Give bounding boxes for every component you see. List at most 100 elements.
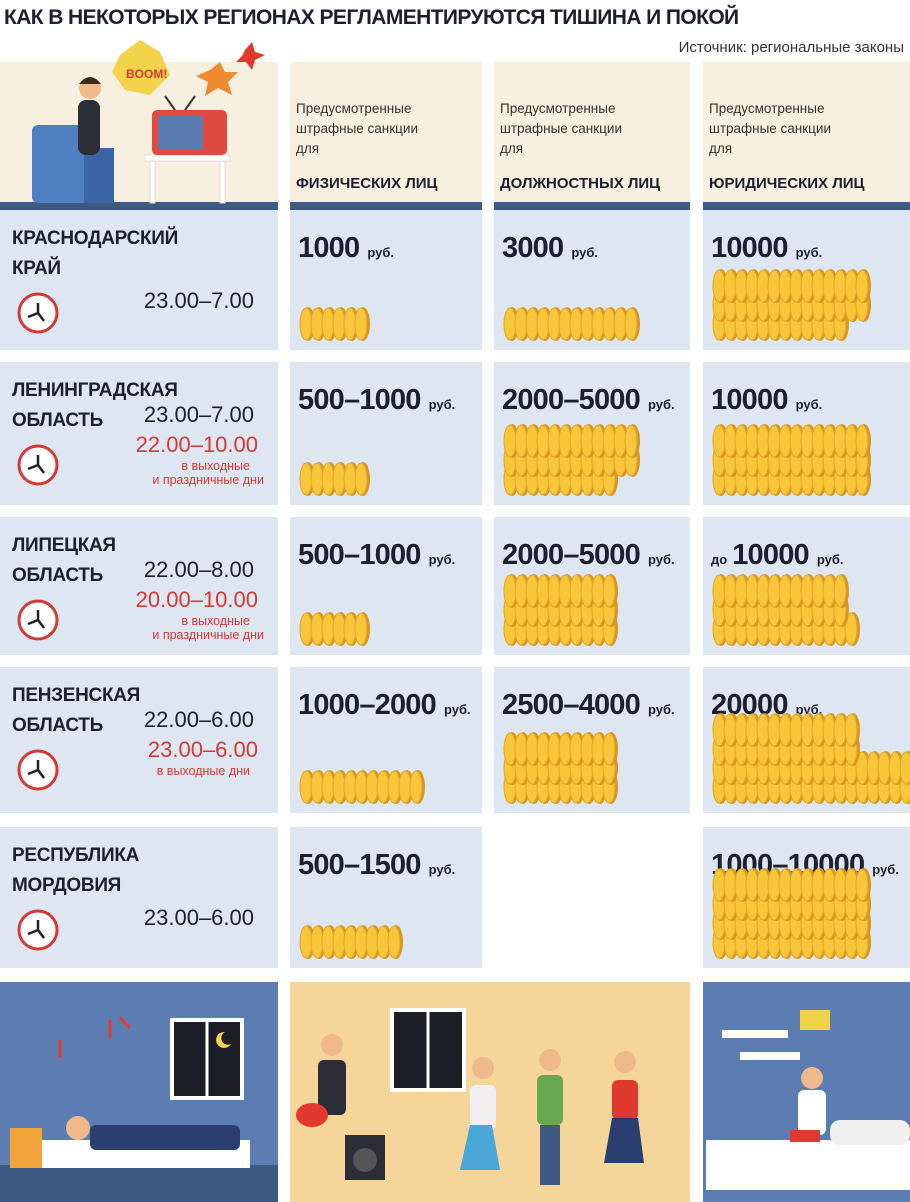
- coin: [343, 612, 357, 646]
- column-header-line: Предусмотренные: [709, 101, 824, 116]
- coin: [745, 868, 759, 902]
- fine-amount: 10000: [732, 539, 809, 571]
- column-header-bold: ФИЗИЧЕСКИХ ЛИЦ: [296, 175, 438, 192]
- coin: [503, 732, 517, 766]
- coin: [310, 462, 324, 496]
- region-name: РЕСПУБЛИКА: [12, 845, 140, 866]
- title: КАК В НЕКОТОРЫХ РЕГИОНАХ РЕГЛАМЕНТИРУЮТС…: [4, 5, 739, 29]
- coin: [547, 307, 561, 341]
- fine-amount: 500–1500: [298, 849, 421, 881]
- coin: [613, 424, 627, 458]
- coin: [712, 574, 726, 608]
- coin: [712, 868, 726, 902]
- column-header-line: для: [500, 141, 523, 156]
- coin: [332, 925, 346, 959]
- coin-stack: [503, 732, 618, 804]
- coin: [299, 307, 313, 341]
- coin: [624, 307, 638, 341]
- coin: [778, 269, 792, 303]
- coin: [580, 732, 594, 766]
- coin: [376, 770, 390, 804]
- coin: [844, 713, 858, 747]
- quiet-hours: 23.00–7.00: [144, 288, 254, 313]
- region-name: КРАЙ: [12, 257, 61, 279]
- coin: [299, 770, 313, 804]
- coin: [558, 732, 572, 766]
- coin: [723, 713, 737, 747]
- coin: [409, 770, 423, 804]
- coin-stack: [712, 424, 871, 496]
- svg-text:BOOM!: BOOM!: [126, 67, 167, 81]
- weekend-note: и праздничные дни: [152, 473, 264, 487]
- coin: [602, 424, 616, 458]
- region-name: ОБЛАСТЬ: [12, 565, 103, 586]
- column-header-line: Предусмотренные: [296, 101, 411, 116]
- coin: [354, 307, 368, 341]
- fine-amount: 10000: [711, 384, 788, 416]
- coin: [866, 751, 880, 785]
- coin: [723, 574, 737, 608]
- coin: [602, 574, 616, 608]
- coin: [822, 424, 836, 458]
- coin: [310, 307, 324, 341]
- coin: [354, 925, 368, 959]
- region-name: КРАСНОДАРСКИЙ: [12, 227, 178, 249]
- coin: [525, 732, 539, 766]
- coin: [822, 868, 836, 902]
- coin: [712, 713, 726, 747]
- coin: [536, 424, 550, 458]
- fine-amount: 500–1000: [298, 384, 421, 416]
- coin: [547, 574, 561, 608]
- coin-stack: [299, 307, 370, 341]
- weekend-hours: 22.00–10.00: [136, 432, 258, 457]
- coin: [332, 770, 346, 804]
- coin: [800, 868, 814, 902]
- coin-stack: [299, 925, 403, 959]
- coin: [811, 868, 825, 902]
- coin: [811, 574, 825, 608]
- coin: [811, 269, 825, 303]
- coin: [888, 751, 902, 785]
- coin: [332, 307, 346, 341]
- column-header-line: Предусмотренные: [500, 101, 615, 116]
- region-name: ЛЕНИНГРАДСКАЯ: [12, 380, 178, 401]
- coin: [844, 269, 858, 303]
- coin: [503, 307, 517, 341]
- coin: [299, 462, 313, 496]
- coin: [844, 424, 858, 458]
- coin: [778, 424, 792, 458]
- coin: [822, 269, 836, 303]
- column-header-line: штрафные санкции: [296, 121, 418, 136]
- coin-stack: [503, 574, 618, 646]
- column-header-line: для: [709, 141, 732, 156]
- coin: [723, 269, 737, 303]
- coin: [745, 713, 759, 747]
- coin: [354, 462, 368, 496]
- fine-unit: руб.: [796, 397, 823, 412]
- coin: [734, 574, 748, 608]
- coin: [734, 424, 748, 458]
- coin: [580, 424, 594, 458]
- coin: [800, 424, 814, 458]
- coin: [547, 424, 561, 458]
- fine-amount: 500–1000: [298, 539, 421, 571]
- coin: [833, 713, 847, 747]
- coin: [321, 462, 335, 496]
- coin: [800, 269, 814, 303]
- coin: [767, 868, 781, 902]
- coin: [844, 612, 858, 646]
- coin: [800, 713, 814, 747]
- coin: [789, 713, 803, 747]
- coin-stack: [503, 307, 640, 341]
- coin: [855, 868, 869, 902]
- coin: [756, 574, 770, 608]
- coin: [789, 424, 803, 458]
- coin: [712, 269, 726, 303]
- coin: [321, 612, 335, 646]
- fine-unit: руб.: [648, 552, 675, 567]
- coin: [602, 732, 616, 766]
- coin: [514, 424, 528, 458]
- region-name: ПЕНЗЕНСКАЯ: [12, 685, 140, 706]
- coin: [811, 713, 825, 747]
- coin: [569, 307, 583, 341]
